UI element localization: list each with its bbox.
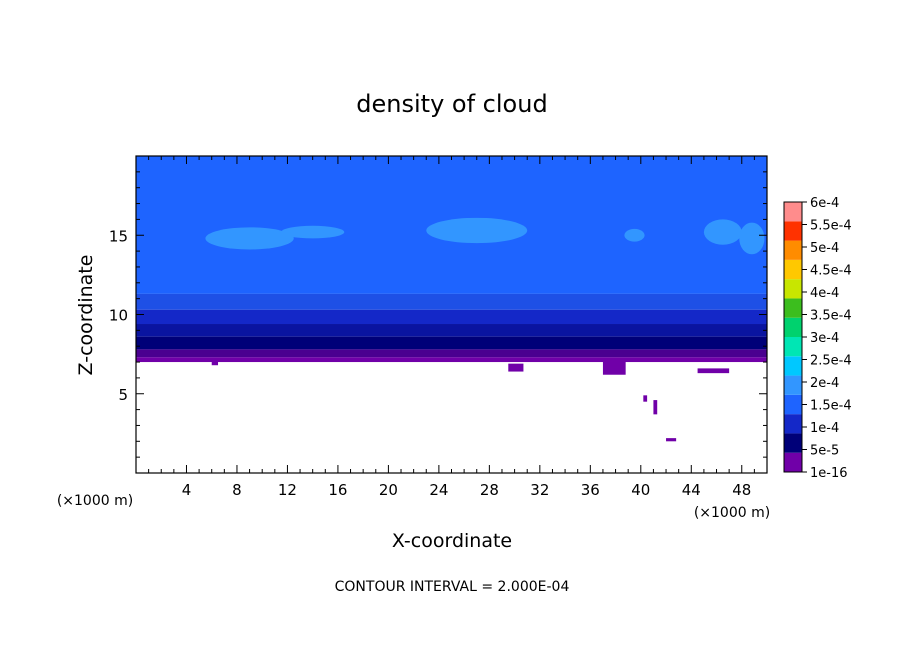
contour-band (136, 324, 767, 337)
x-tick-label: 20 (379, 481, 398, 499)
x-tick-label: 40 (631, 481, 650, 499)
x-tick-label: 16 (328, 481, 347, 499)
x-axis-label: X-coordinate (392, 530, 512, 552)
x-unit-label: (×1000 m) (694, 505, 770, 521)
y-tick-label: 10 (109, 307, 128, 325)
y-axis-ticks: 5 10 15 (109, 171, 767, 458)
contour-patch (703, 219, 742, 245)
contour-fragment (697, 368, 730, 374)
y-unit-label: (×1000 m) (57, 493, 133, 509)
x-tick-label: 32 (530, 481, 549, 499)
colorbar-swatch (784, 337, 802, 357)
colorbar-swatch (784, 202, 802, 222)
y-tick-label: 5 (118, 386, 128, 404)
colorbar-label: 1.5e-4 (810, 399, 852, 414)
colorbar-swatch (784, 279, 802, 299)
colorbar-label: 3e-4 (810, 331, 839, 346)
x-tick-label: 36 (581, 481, 600, 499)
contour-patch (739, 222, 765, 255)
colorbar-label: 5e-4 (810, 241, 839, 256)
contour-band (136, 293, 767, 310)
contour-patch (426, 217, 528, 244)
x-tick-label: 12 (278, 481, 297, 499)
x-tick-label: 28 (480, 481, 499, 499)
contour-band (136, 357, 767, 363)
contour-fragment (666, 438, 677, 442)
colorbar-swatch (784, 452, 802, 472)
x-tick-label: 48 (732, 481, 751, 499)
contour-fragment (508, 363, 524, 372)
x-axis-ticks: 4 8 12 16 20 24 28 32 36 40 44 48 (148, 156, 755, 499)
plot-area (135, 155, 768, 474)
colorbar-swatch (784, 221, 802, 241)
colorbar-label: 4.5e-4 (810, 264, 852, 279)
colorbar-label: 2e-4 (810, 376, 839, 391)
colorbar-swatch (784, 433, 802, 453)
x-tick-label: 4 (182, 481, 192, 499)
contour-band (136, 309, 767, 325)
contour-band (136, 349, 767, 358)
contour-fragment (211, 360, 219, 366)
x-tick-label: 44 (682, 481, 701, 499)
y-axis-label: Z-coordinate (75, 255, 97, 376)
colorbar-label: 4e-4 (810, 286, 839, 301)
colorbar-label: 5.5e-4 (810, 219, 852, 234)
colorbar-swatch (784, 317, 802, 337)
colorbar-swatch (784, 240, 802, 260)
x-tick-label: 24 (429, 481, 448, 499)
contour-fragment (602, 360, 626, 375)
contour-patch (281, 225, 345, 239)
colorbar-label: 1e-16 (810, 466, 848, 481)
contour-patch (624, 228, 645, 242)
colorbar-swatch (784, 259, 802, 280)
colorbar-label: 6e-4 (810, 196, 839, 211)
y-tick-label: 15 (109, 227, 128, 245)
colorbar-label: 1e-4 (810, 421, 839, 436)
contour-fragment (643, 395, 648, 402)
chart-title: density of cloud (356, 90, 547, 118)
colorbar-swatch (784, 414, 802, 434)
contour-interval-note: CONTOUR INTERVAL = 2.000E-04 (335, 579, 570, 595)
colorbar-label: 3.5e-4 (810, 309, 852, 324)
colorbar: 1e-16 5e-5 1e-4 1.5e-4 2e-4 2.5e-4 3e-4 3.5e-4 4… (783, 196, 852, 481)
colorbar-swatch (784, 356, 802, 376)
colorbar-swatch (784, 298, 802, 318)
colorbar-swatch (784, 394, 802, 415)
contour-band (136, 336, 767, 350)
colorbar-label: 5e-5 (810, 444, 839, 459)
colorbar-label: 2.5e-4 (810, 354, 852, 369)
contour-patch (205, 227, 294, 250)
colorbar-swatch (784, 375, 802, 395)
x-tick-label: 8 (232, 481, 242, 499)
contour-fragment (653, 400, 658, 415)
